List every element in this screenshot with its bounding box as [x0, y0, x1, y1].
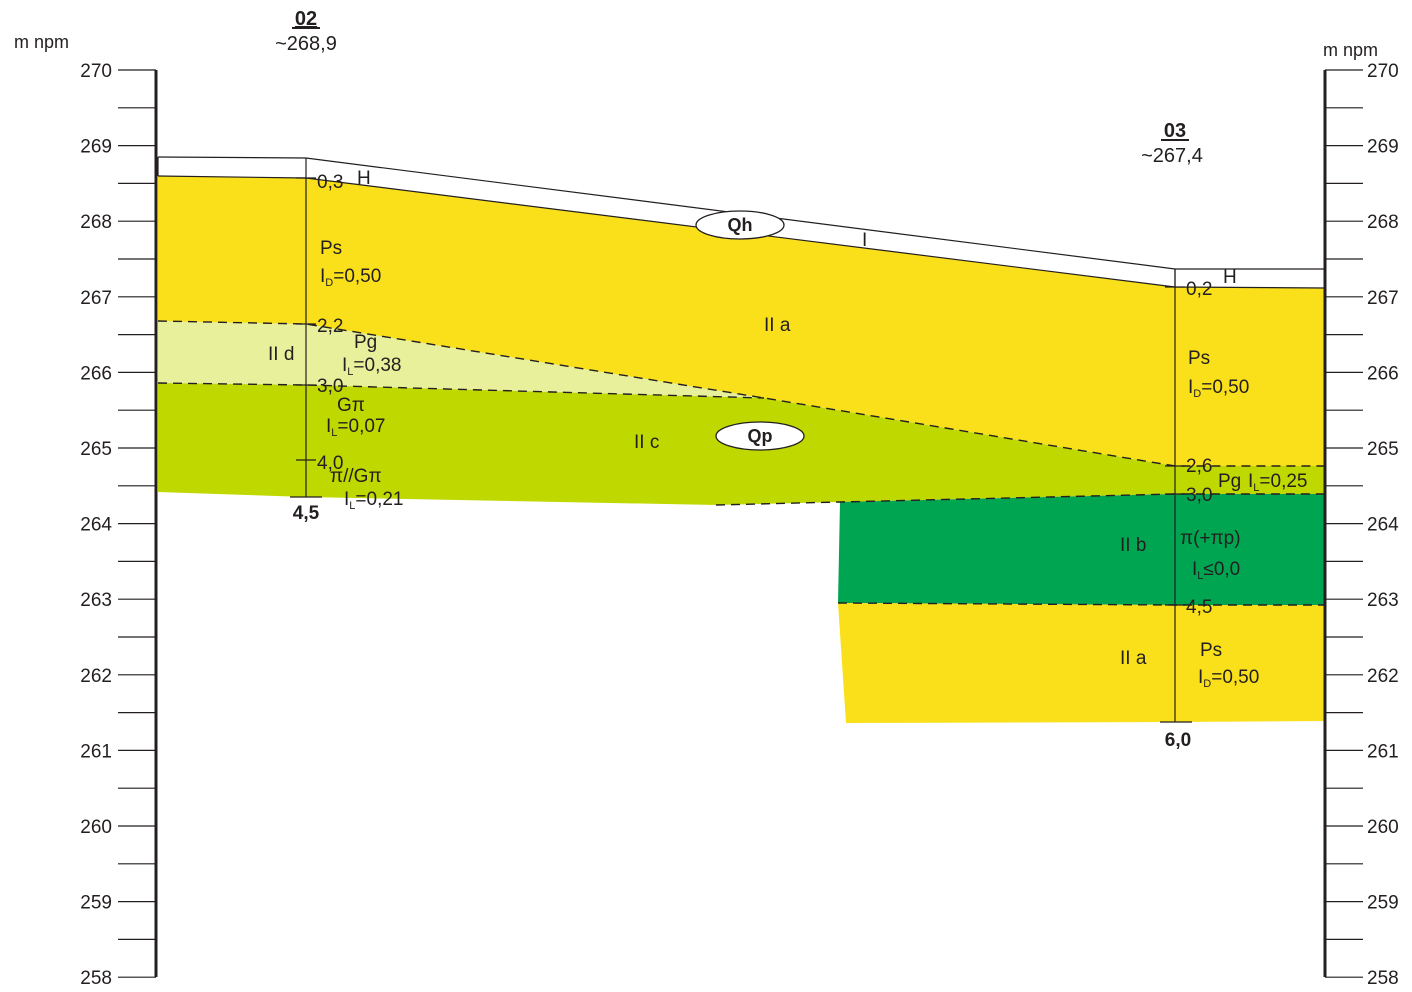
soil-label-pi-g-pi: π//Gπ [330, 466, 382, 487]
index-label: IL=0,21 [344, 489, 403, 512]
index-label: IL=0,38 [342, 355, 401, 378]
layer-sand-bottom [838, 603, 1324, 723]
index-label: ID=0,50 [1198, 667, 1259, 690]
elevation-ticks-right: 270 269 268 267 266 265 264 263 262 261 260 259 258 [1325, 61, 1399, 989]
elevation-label: 264 [80, 515, 112, 536]
elevation-label: 258 [80, 968, 112, 989]
boundary-dashed-3 [715, 493, 1324, 506]
elevation-label: 265 [1367, 439, 1399, 460]
soil-label-pg: Pg [354, 332, 377, 353]
borehole-03-id: 03 [1164, 120, 1186, 142]
layer-pi-darkgreen [838, 494, 1324, 605]
geotech-layer-label: II a [764, 315, 791, 336]
geotech-layer-label: II c [634, 432, 659, 453]
elevation-label: 263 [1367, 590, 1399, 611]
index-label: ID=0,50 [1188, 377, 1249, 400]
stratigraphy-oval-qp [715, 421, 805, 451]
geotech-layer-label: I [862, 230, 867, 251]
soil-label-pg: Pg [1218, 471, 1241, 492]
depth-label: 3,0 [317, 376, 343, 397]
elevation-label: 264 [1367, 515, 1399, 536]
stratigraphy-label-qh: Qh [728, 215, 753, 235]
elevation-label: 268 [80, 212, 112, 233]
elevation-label: 261 [1367, 741, 1399, 762]
elevation-label: 266 [1367, 363, 1399, 384]
soil-label-ps: Ps [1188, 348, 1210, 369]
layer-pg-light [158, 321, 764, 398]
stratigraphy-oval-qh [695, 210, 785, 240]
elevation-label: 270 [80, 61, 112, 82]
geotech-layer-label: II d [268, 344, 294, 365]
elevation-label: 260 [80, 817, 112, 838]
elevation-label: 260 [1367, 817, 1399, 838]
elevation-label: 269 [1367, 137, 1399, 158]
borehole-02-id: 02 [295, 8, 317, 30]
depth-label: 2,2 [317, 316, 343, 337]
soil-label-ps: Ps [1200, 640, 1222, 661]
elevation-label: 263 [80, 590, 112, 611]
elevation-label: 258 [1367, 968, 1399, 989]
soil-label-ps: Ps [320, 238, 342, 259]
elevation-label: 259 [1367, 893, 1399, 914]
unit-label-left: m npm [14, 32, 69, 52]
elevation-label: 267 [80, 288, 112, 309]
layer-sand-top [158, 176, 1324, 466]
unit-label-right: m npm [1323, 40, 1378, 60]
elevation-label: 265 [80, 439, 112, 460]
elevation-label: 261 [80, 741, 112, 762]
depth-label: 3,0 [1186, 485, 1212, 506]
geotech-layer-label: II a [1120, 648, 1147, 669]
depth-label: 0,3 [317, 172, 343, 193]
geotech-layer-label: II b [1120, 535, 1146, 556]
index-label: IL=0,25 [1248, 471, 1307, 494]
depth-label: 4,5 [1186, 597, 1212, 618]
soil-label-g-pi: Gπ [337, 395, 365, 416]
index-label: IL≤0,0 [1192, 559, 1240, 582]
borehole-02-elevation: ~268,9 [275, 33, 337, 55]
soil-label-h: H [357, 168, 371, 189]
elevation-label: 270 [1367, 61, 1399, 82]
borehole-03-elevation: ~267,4 [1141, 145, 1203, 167]
borehole-03-final-depth: 6,0 [1165, 730, 1191, 751]
elevation-label: 267 [1367, 288, 1399, 309]
boundary-dashed-2 [157, 382, 765, 399]
elevation-label: 262 [1367, 666, 1399, 687]
soil-label-h: H [1223, 267, 1237, 288]
index-label: ID=0,50 [320, 266, 381, 289]
depth-label: 2,6 [1186, 456, 1212, 477]
elevation-label: 268 [1367, 212, 1399, 233]
elevation-ticks-left: 270 269 268 267 266 265 264 263 262 261 260 259 258 [80, 61, 156, 989]
elevation-label: 269 [80, 137, 112, 158]
depth-label: 0,2 [1186, 279, 1212, 300]
depth-label: 4,0 [317, 453, 343, 474]
elevation-label: 262 [80, 666, 112, 687]
elevation-label: 259 [80, 893, 112, 914]
borehole-02-final-depth: 4,5 [293, 503, 320, 524]
soil-label-pi-pi-p: π(+πp) [1180, 528, 1241, 549]
index-label: IL=0,07 [326, 416, 385, 439]
elevation-label: 266 [80, 363, 112, 384]
stratigraphy-label-qp: Qp [748, 426, 773, 446]
boundary-dashed-1 [157, 320, 1324, 467]
